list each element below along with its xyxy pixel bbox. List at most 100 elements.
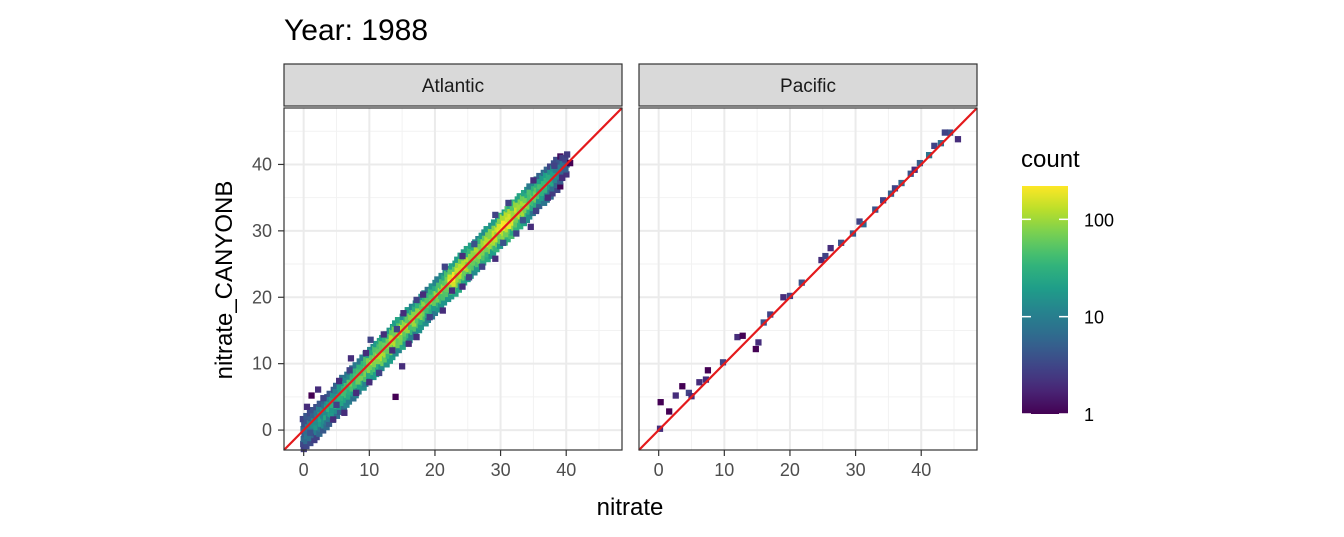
heat-tile (931, 142, 938, 150)
strip-background (638, 63, 978, 107)
panel-pacific: Pacific 0 10 20 30 40 (638, 63, 978, 480)
heat-tile (395, 341, 402, 349)
heat-tile (333, 412, 341, 419)
heat-tile (562, 156, 569, 163)
heat-tile (550, 180, 557, 187)
heat-tile (426, 314, 433, 321)
panel-border (283, 107, 623, 451)
heat-tile (473, 245, 480, 253)
heat-tile (552, 176, 559, 184)
heat-tile (372, 345, 379, 353)
heat-tile (489, 249, 497, 256)
heat-tile (470, 249, 477, 256)
heat-tile (514, 216, 521, 223)
heat-tile (316, 405, 323, 412)
heat-tile (380, 331, 387, 338)
heat-tile (488, 222, 495, 230)
heat-tile (303, 437, 310, 445)
heat-tile (329, 406, 336, 413)
heat-tile (405, 340, 412, 347)
heat-tile (333, 397, 340, 405)
heat-tile (451, 280, 458, 287)
heat-tile (323, 423, 330, 431)
heat-tile (424, 291, 431, 299)
heat-tile (378, 339, 385, 347)
heat-tile (333, 401, 340, 408)
strip-background (283, 63, 623, 107)
heat-tile (752, 345, 759, 353)
heat-tile (454, 261, 462, 268)
heat-tile (435, 306, 442, 313)
heat-tile (431, 304, 438, 312)
heat-tile (441, 294, 448, 301)
heat-tile (302, 427, 310, 435)
heat-tile (557, 178, 564, 185)
heat-tile (437, 302, 445, 310)
heat-tile (526, 188, 533, 195)
heat-tile (393, 325, 401, 333)
color-legend: count 1 10 100 (1021, 146, 1114, 425)
heat-tile (484, 255, 491, 263)
heat-tile (322, 408, 330, 416)
heat-tile (380, 359, 387, 367)
heat-tile (946, 129, 954, 136)
heat-tile (392, 393, 399, 401)
heat-tile (307, 429, 314, 436)
heat-tile (513, 226, 520, 233)
x-tick-label: 30 (491, 460, 511, 480)
heat-tile (398, 333, 406, 340)
heat-tile (413, 296, 420, 304)
strip-label: Pacific (780, 76, 836, 97)
heat-tile (435, 296, 442, 303)
heat-tile (310, 421, 317, 429)
identity-line (283, 107, 623, 451)
heat-tile (520, 209, 528, 217)
heat-tile (417, 323, 424, 330)
heat-tile (375, 347, 382, 355)
heat-tile (539, 174, 546, 182)
heat-tile (367, 336, 374, 343)
heat-tile (542, 186, 549, 193)
plot-title: Year: 1988 (284, 14, 428, 47)
heat-tile (443, 270, 451, 278)
heat-tile (505, 199, 512, 207)
heat-tile (679, 383, 686, 390)
heat-tile (553, 181, 560, 189)
heat-tile (483, 226, 490, 233)
heat-tile (455, 286, 462, 293)
heat-tile (303, 442, 310, 450)
heat-tile (780, 294, 787, 301)
heat-tile (755, 339, 762, 346)
x-tick-label: 20 (780, 460, 800, 480)
heat-tile (385, 352, 392, 359)
heat-tile (507, 212, 514, 220)
heat-tile (464, 255, 471, 263)
heat-tile (359, 374, 366, 381)
heat-tile (356, 363, 363, 370)
heat-tile (368, 353, 376, 361)
heat-tile (509, 204, 516, 211)
heat-tile (500, 219, 508, 226)
heat-tile (362, 380, 369, 387)
heat-tile (355, 373, 363, 380)
heat-tile (308, 392, 315, 399)
heat-tile (767, 311, 774, 318)
heat-tile (447, 268, 454, 275)
heat-tile (303, 403, 311, 410)
heat-tile (479, 263, 486, 270)
heat-tile (477, 242, 484, 249)
heat-tile (405, 326, 412, 334)
heat-tile (798, 279, 805, 286)
heat-tile (543, 166, 550, 173)
heat-tile (532, 207, 540, 215)
heat-tile (431, 309, 439, 317)
y-tick-label: 30 (252, 221, 272, 241)
heat-tile (520, 190, 528, 197)
heat-tile (529, 204, 536, 212)
heat-tile (557, 163, 564, 170)
heat-tile (444, 290, 451, 298)
heat-tile (493, 245, 500, 253)
heat-tile (356, 383, 364, 390)
heat-tile (336, 383, 343, 391)
heat-tile (459, 252, 466, 260)
